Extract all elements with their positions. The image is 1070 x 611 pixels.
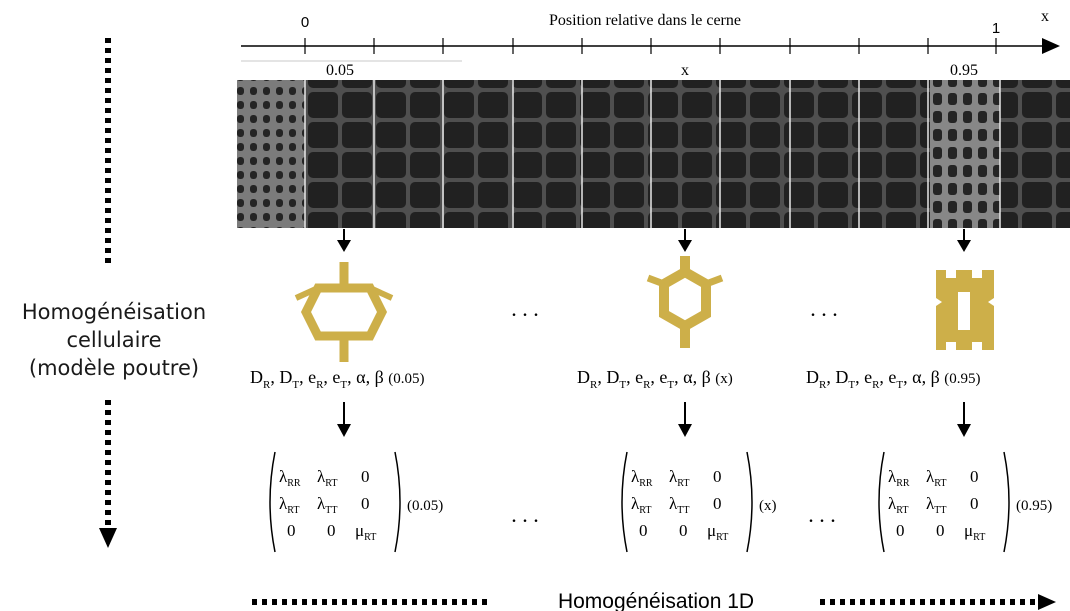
cell-parameters: DR, DT, eR, eT, α, β (0.95) bbox=[806, 367, 981, 391]
cell-parameters: DR, DT, eR, eT, α, β (x) bbox=[577, 367, 733, 391]
matrix-entry: λRT bbox=[926, 467, 946, 489]
axis-variable-label: x bbox=[1041, 8, 1049, 25]
matrix-right-bracket bbox=[394, 451, 401, 553]
regular-hexagon-icon bbox=[646, 256, 724, 348]
wood-micrograph-strip bbox=[237, 80, 1070, 228]
position-mark-late: 0.95 bbox=[950, 62, 978, 79]
left-label-line-3: (modèle poutre) bbox=[28, 356, 200, 380]
matrix-entry: λRR bbox=[888, 467, 910, 489]
parameter-list: DR, DT, eR, eT, α, β (0.95) bbox=[806, 367, 981, 391]
wide-hexagon-icon bbox=[294, 262, 394, 362]
matrix-left-bracket bbox=[878, 451, 885, 553]
matrix-entry: λRT bbox=[279, 494, 299, 516]
matrix-entry: 0 bbox=[936, 521, 945, 540]
matrix-left-bracket bbox=[621, 451, 628, 553]
arrows-to-matrices bbox=[337, 402, 971, 437]
ellipsis-matrices-1: . . . bbox=[511, 502, 539, 527]
matrix-entry: 0 bbox=[679, 521, 688, 540]
stiffness-matrix: λRR λRT 0 λRT λTT 0 0 0 μRT (0.95) bbox=[878, 451, 1052, 553]
ellipsis-cells-1: . . . bbox=[511, 296, 539, 321]
left-label-line-2: cellulaire bbox=[66, 328, 162, 352]
parameter-list: DR, DT, eR, eT, α, β (x) bbox=[577, 367, 733, 391]
1d-homogenization-arrow bbox=[252, 594, 1056, 610]
matrix-entry: λRT bbox=[631, 494, 651, 516]
axis-title: Position relative dans le cerne bbox=[549, 12, 741, 29]
position-mark-middle: x bbox=[681, 62, 689, 79]
matrix-entry: λRT bbox=[888, 494, 908, 516]
position-mark-early: 0.05 bbox=[326, 62, 354, 79]
axis-arrowhead bbox=[1042, 38, 1060, 54]
matrix-entry: 0 bbox=[361, 467, 370, 486]
bottom-label: Homogénéisation 1D bbox=[558, 590, 754, 611]
matrix-entry: 0 bbox=[361, 494, 370, 513]
matrix-position-arg: (0.05) bbox=[407, 498, 443, 514]
matrix-entry: μRT bbox=[964, 521, 985, 543]
matrix-entry: 0 bbox=[896, 521, 905, 540]
matrix-entry: λRR bbox=[279, 467, 301, 489]
matrix-entry: λRR bbox=[631, 467, 653, 489]
matrix-entry: 0 bbox=[713, 467, 722, 486]
left-label: Homogénéisation cellulaire (modèle poutr… bbox=[0, 298, 228, 382]
matrix-entry: μRT bbox=[707, 521, 728, 543]
matrix-entry: μRT bbox=[355, 521, 376, 543]
matrix-entry: 0 bbox=[970, 467, 979, 486]
thick-wall-cell-icon bbox=[936, 270, 994, 350]
matrix-right-bracket bbox=[746, 451, 753, 553]
left-label-line-1: Homogénéisation bbox=[21, 300, 207, 324]
matrix-entry: 0 bbox=[639, 521, 648, 540]
matrix-position-arg: (x) bbox=[759, 498, 777, 514]
position-axis: 0 1 Position relative dans le cerne x bbox=[241, 8, 1060, 54]
matrix-entry: 0 bbox=[970, 494, 979, 513]
matrix-left-bracket bbox=[269, 451, 276, 553]
matrix-entry: λTT bbox=[669, 494, 689, 516]
matrix-entry: 0 bbox=[327, 521, 336, 540]
matrix-right-bracket bbox=[1003, 451, 1010, 553]
matrix-entry: 0 bbox=[287, 521, 296, 540]
stiffness-matrix: λRR λRT 0 λRT λTT 0 0 0 μRT (x) bbox=[621, 451, 777, 553]
matrix-entry: λTT bbox=[317, 494, 337, 516]
matrix-entry: 0 bbox=[713, 494, 722, 513]
arrows-to-cells bbox=[337, 229, 971, 252]
matrix-entry: λRT bbox=[669, 467, 689, 489]
cellular-homogenization-arrow bbox=[99, 38, 117, 548]
matrix-entry: λTT bbox=[926, 494, 946, 516]
axis-end-label: 1 bbox=[992, 20, 1000, 37]
stiffness-matrix: λRR λRT 0 λRT λTT 0 0 0 μRT (0.05) bbox=[269, 451, 443, 553]
axis-ticks bbox=[304, 38, 997, 54]
ellipsis-matrices-2: . . . bbox=[808, 502, 836, 527]
parameter-list: DR, DT, eR, eT, α, β (0.05) bbox=[250, 367, 425, 391]
matrix-entry: λRT bbox=[317, 467, 337, 489]
matrix-position-arg: (0.95) bbox=[1016, 498, 1052, 514]
cell-parameters: DR, DT, eR, eT, α, β (0.05) bbox=[250, 367, 425, 391]
axis-start-label: 0 bbox=[301, 14, 309, 31]
ellipsis-cells-2: . . . bbox=[810, 296, 838, 321]
